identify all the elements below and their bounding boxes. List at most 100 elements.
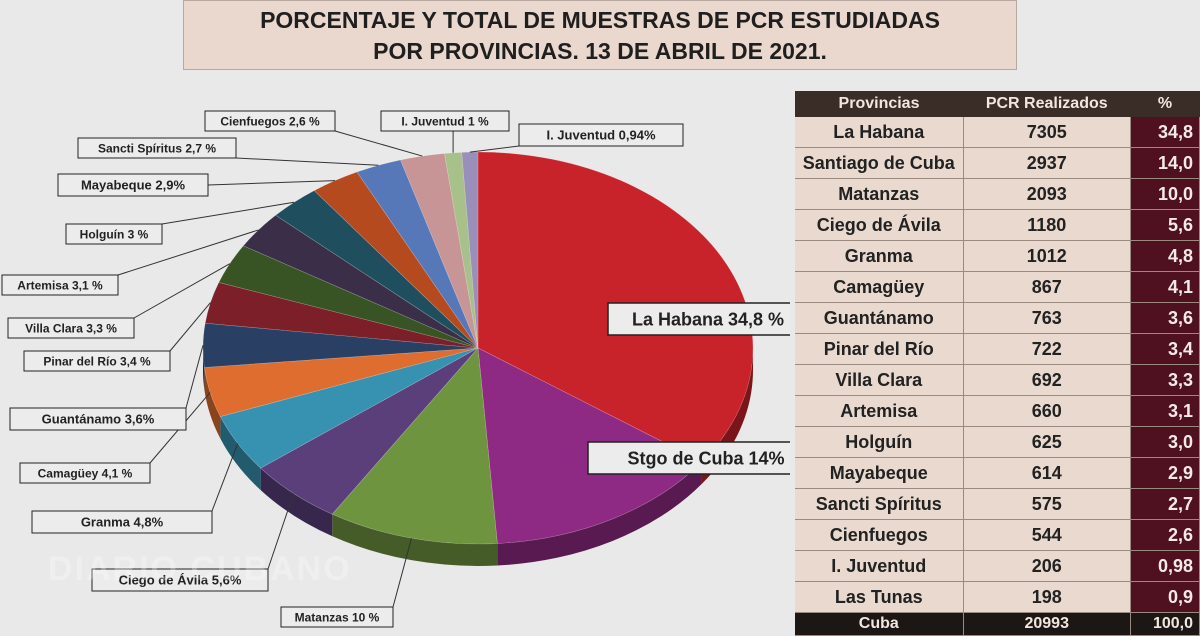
label-leader-line: [161, 201, 295, 225]
table-row: Villa Clara 692 3,3: [795, 364, 1200, 396]
cell-province: Matanzas: [795, 178, 964, 210]
cell-pcr: 867: [963, 271, 1131, 303]
pie-slice-side: [203, 348, 205, 390]
cell-percent: 3,0: [1130, 426, 1200, 458]
table-row: Las Tunas 198 0,9: [795, 581, 1200, 613]
pie-slice: [218, 245, 479, 349]
label-leader-line: [392, 538, 412, 608]
cell-percent: 100,0: [1130, 612, 1200, 636]
slice-label: Mayabeque 2,9%: [81, 178, 185, 193]
title-line-1: PORCENTAJE Y TOTAL DE MUESTRAS DE PCR ES…: [260, 7, 940, 33]
slice-label: Villa Clara 3,3 %: [25, 321, 117, 335]
cell-province: Artemisa: [795, 395, 964, 427]
label-leader-line: [334, 130, 423, 157]
label-box: [380, 110, 510, 132]
cell-percent: 4,1: [1130, 271, 1200, 303]
cell-percent: 0,9: [1130, 581, 1200, 613]
header-pct: %: [1130, 91, 1200, 117]
cell-province: Las Tunas: [795, 581, 964, 613]
cell-province: Santiago de Cuba: [795, 147, 964, 179]
cell-percent: 2,9: [1130, 457, 1200, 489]
slice-label: Artemisa 3,1 %: [17, 278, 103, 292]
cell-percent: 10,0: [1130, 178, 1200, 210]
pie-slice: [461, 151, 479, 349]
cell-province: Sancti Spíritus: [795, 488, 964, 520]
table-row: Mayabeque 614 2,9: [795, 457, 1200, 489]
title-line-2: POR PROVINCIAS. 13 DE ABRIL DE 2021.: [373, 38, 827, 64]
table-row: Sancti Spíritus 575 2,7: [795, 488, 1200, 520]
pie-slice-side: [332, 514, 498, 566]
label-leader-line: [117, 229, 259, 276]
slice-label: Camagüey 4,1 %: [38, 466, 133, 480]
label-leader-line: [469, 145, 520, 153]
label-box: [7, 317, 135, 339]
pie-slice-side: [220, 416, 261, 491]
cell-pcr: 544: [963, 519, 1131, 551]
cell-percent: 5,6: [1130, 209, 1200, 241]
cell-province: Granma: [795, 240, 964, 272]
slice-label: I. Juventud 0,94%: [546, 128, 656, 143]
cell-pcr: 763: [963, 302, 1131, 334]
cell-province: Pinar del Río: [795, 333, 964, 365]
label-box: [280, 606, 394, 628]
slice-label: Holguín 3 %: [80, 227, 149, 241]
cell-pcr: 198: [963, 581, 1131, 613]
cell-percent: 4,8: [1130, 240, 1200, 272]
table-row: Granma 1012 4,8: [795, 240, 1200, 272]
label-leader-line: [235, 157, 379, 166]
cell-percent: 3,1: [1130, 395, 1200, 427]
pie-slice: [331, 347, 498, 545]
slice-label: La Habana 34,8 %: [632, 309, 784, 329]
slice-label: Pinar del Río 3,4 %: [43, 354, 151, 368]
table-row: Cienfuegos 544 2,6: [795, 519, 1200, 551]
label-leader-line: [267, 493, 295, 570]
label-box: [57, 173, 209, 197]
cell-percent: 14,0: [1130, 147, 1200, 179]
label-box: [204, 110, 336, 132]
label-box: [1, 274, 119, 296]
label-leader-line: [185, 345, 204, 409]
pie-slice-side: [204, 367, 221, 439]
slice-label: Granma 4,8%: [81, 515, 164, 530]
cell-percent: 0,98: [1130, 550, 1200, 582]
watermark: DIARIO CUBANO: [48, 550, 352, 588]
cell-province: Camagüey: [795, 271, 964, 303]
slice-label: Guantánamo 3,6%: [42, 412, 155, 427]
pie-slice: [313, 171, 479, 349]
cell-pcr: 1012: [963, 240, 1131, 272]
table-row: Matanzas 2093 10,0: [795, 178, 1200, 210]
table-row: I. Juventud 206 0,98: [795, 550, 1200, 582]
pie-slice: [275, 190, 479, 349]
cell-province: I. Juventud: [795, 550, 964, 582]
label-leader-line: [207, 180, 336, 186]
table-total-row: Cuba 20993 100,0: [795, 612, 1200, 636]
label-box: [31, 510, 213, 534]
cell-percent: 3,4: [1130, 333, 1200, 365]
cell-percent: 34,8: [1130, 117, 1200, 148]
pcr-table: Provincias PCR Realizados % La Habana 730…: [795, 91, 1200, 636]
pie-chart: La Habana 34,8 % Stgo de Cuba 14% Matanzas…: [1, 110, 790, 628]
header-provincias: Provincias: [795, 91, 964, 117]
table-row: Santiago de Cuba 2937 14,0: [795, 147, 1200, 179]
cell-pcr: 2937: [963, 147, 1131, 179]
cell-province: Cienfuegos: [795, 519, 964, 551]
label-leader-line: [133, 263, 231, 319]
cell-province: Guantánamo: [795, 302, 964, 334]
slice-label: Stgo de Cuba 14%: [627, 448, 784, 468]
cell-pcr: 206: [963, 550, 1131, 582]
pie-slice: [204, 282, 479, 349]
cell-pcr: 660: [963, 395, 1131, 427]
cell-pcr: 1180: [963, 209, 1131, 241]
table-body: La Habana 7305 34,8 Santiago de Cuba 2937 14,…: [795, 117, 1200, 636]
cell-percent: 2,7: [1130, 488, 1200, 520]
pie-slice: [444, 152, 479, 349]
slice-label: Cienfuegos 2,6 %: [220, 114, 320, 128]
table-row: Camagüey 867 4,1: [795, 271, 1200, 303]
cell-pcr: 7305: [963, 117, 1131, 148]
table-row: Ciego de Ávila 1180 5,6: [795, 209, 1200, 241]
pie-slice: [202, 322, 479, 368]
label-box: [65, 223, 163, 245]
cell-percent: 3,6: [1130, 302, 1200, 334]
cell-pcr: 722: [963, 333, 1131, 365]
pie-slice: [219, 347, 479, 469]
